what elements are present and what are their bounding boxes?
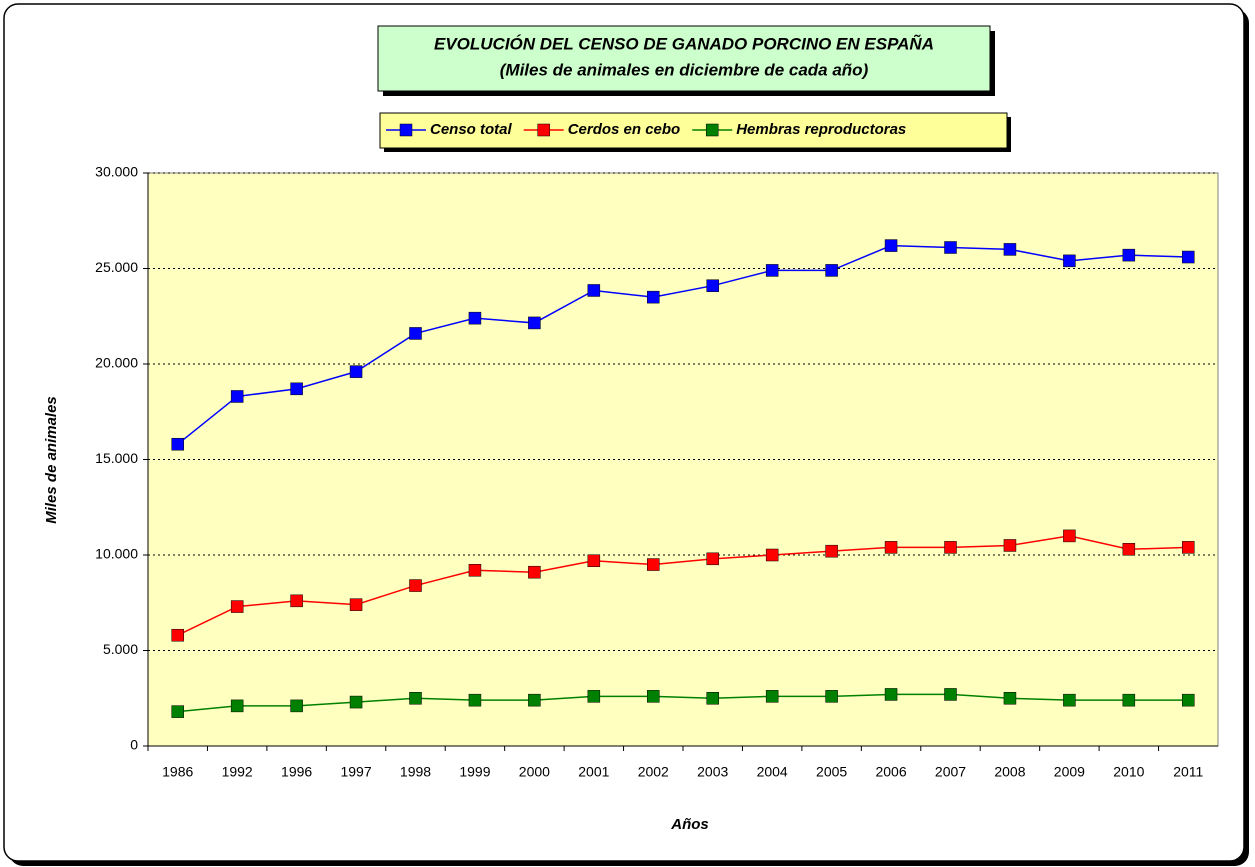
x-tick-label: 1992: [222, 764, 253, 780]
x-tick-label: 2006: [875, 764, 906, 780]
x-tick-label: 2001: [578, 764, 609, 780]
data-point: [1003, 539, 1017, 552]
data-point: [825, 264, 838, 277]
data-point: [706, 279, 719, 292]
data-point: [528, 316, 541, 330]
y-tick-label: 10.000: [95, 546, 138, 562]
y-tick-label: 25.000: [95, 259, 138, 275]
data-point: [528, 693, 541, 707]
x-tick-label: 1986: [162, 764, 193, 780]
x-tick-label: 1997: [340, 764, 371, 780]
data-point: [706, 552, 719, 566]
data-point: [468, 693, 482, 707]
data-point: [944, 688, 957, 701]
series-line: [177, 244, 1189, 445]
data-point: [468, 311, 482, 325]
x-tick-label: 2007: [935, 764, 966, 780]
legend-label: Censo total: [430, 121, 513, 138]
data-point: [587, 690, 601, 703]
data-point: [706, 692, 719, 705]
data-point: [409, 327, 422, 340]
y-tick-label: 15.000: [95, 450, 138, 466]
data-point: [290, 699, 303, 713]
data-point: [647, 290, 660, 304]
x-tick-label: 2008: [994, 764, 1025, 780]
legend-label: Cerdos en cebo: [568, 121, 681, 138]
legend-marker: [399, 123, 413, 137]
data-point: [1182, 693, 1195, 707]
data-point: [1063, 529, 1076, 543]
y-tick-label: 20.000: [95, 355, 138, 371]
data-point: [409, 692, 422, 705]
data-point: [171, 705, 184, 718]
data-point: [1003, 692, 1017, 705]
data-point: [884, 239, 898, 252]
data-point: [765, 690, 779, 703]
y-tick-label: 30.000: [95, 164, 138, 180]
data-point: [290, 594, 303, 608]
x-tick-label: 2000: [519, 764, 550, 780]
data-point: [884, 688, 898, 701]
data-point: [1003, 243, 1017, 256]
data-point: [825, 544, 838, 558]
data-point: [1182, 541, 1195, 554]
data-point: [349, 598, 363, 611]
x-tick-label: 2010: [1113, 764, 1144, 780]
data-point: [230, 600, 244, 613]
data-point: [1063, 693, 1076, 707]
data-point: [171, 628, 184, 642]
x-tick-label: 2005: [816, 764, 847, 780]
data-point: [349, 365, 363, 378]
legend-marker: [705, 123, 719, 137]
data-point: [409, 579, 422, 592]
data-point: [171, 437, 184, 451]
data-point: [290, 382, 303, 396]
chart-subtitle: (Miles de animales en diciembre de cada …: [500, 60, 869, 79]
data-point: [349, 695, 363, 709]
data-point: [944, 241, 957, 254]
legend-marker: [537, 123, 550, 137]
data-point: [1122, 543, 1136, 556]
data-point: [230, 390, 244, 403]
data-point: [587, 554, 601, 567]
data-point: [944, 541, 957, 554]
data-point: [1122, 248, 1136, 262]
data-point: [230, 699, 244, 713]
data-point: [468, 564, 482, 577]
y-axis-label: Miles de animales: [43, 396, 60, 524]
chart-title: EVOLUCIÓN DEL CENSO DE GANADO PORCINO EN…: [434, 33, 934, 53]
data-point: [587, 284, 601, 297]
legend-label: Hembras reproductoras: [736, 121, 906, 138]
data-point: [1063, 254, 1076, 268]
x-tick-label: 2004: [757, 764, 788, 780]
y-tick-label: 5.000: [103, 641, 138, 657]
x-axis-label: Años: [670, 816, 709, 833]
data-point: [1122, 693, 1136, 707]
x-tick-label: 1999: [459, 764, 490, 780]
x-tick-label: 2002: [638, 764, 669, 780]
x-tick-label: 2011: [1173, 764, 1203, 780]
data-point: [647, 690, 660, 703]
series-line: [177, 535, 1189, 636]
title-box: [377, 25, 991, 92]
data-point: [825, 690, 838, 703]
data-point: [1182, 250, 1195, 264]
x-tick-label: 1996: [281, 764, 312, 780]
data-point: [647, 558, 660, 571]
y-tick-label: 0: [130, 737, 138, 753]
data-point: [765, 548, 779, 562]
data-point: [528, 565, 541, 579]
data-point: [765, 264, 779, 277]
x-tick-label: 1998: [400, 764, 431, 780]
x-tick-label: 2003: [697, 764, 728, 780]
series-line: [177, 693, 1189, 713]
data-point: [884, 541, 898, 554]
x-tick-label: 2009: [1054, 764, 1085, 780]
